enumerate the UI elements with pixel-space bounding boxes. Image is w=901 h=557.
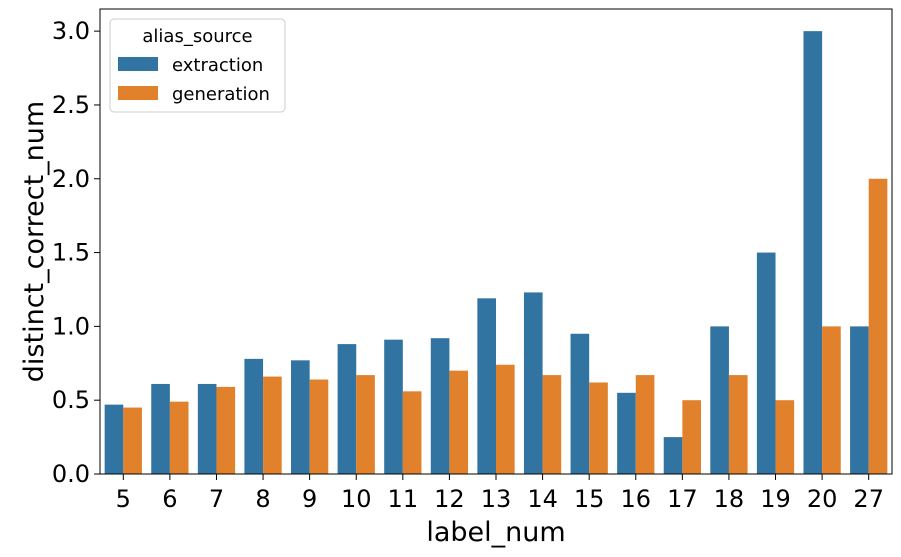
x-tick-label: 18 [714, 485, 745, 513]
x-tick-label: 19 [760, 485, 791, 513]
x-tick-label: 5 [116, 485, 131, 513]
bar-extraction-17 [663, 437, 683, 474]
legend-label-extraction: extraction [172, 55, 263, 76]
bar-generation-5 [123, 407, 142, 474]
bar-generation-10 [356, 375, 375, 474]
bar-extraction-12 [430, 338, 450, 474]
bar-extraction-10 [337, 344, 357, 474]
bar-generation-18 [728, 375, 748, 474]
legend-swatch-generation [118, 86, 158, 100]
x-tick-label: 6 [162, 485, 177, 513]
x-tick-label: 27 [853, 485, 884, 513]
y-tick-label: 2.5 [52, 91, 90, 119]
bar-extraction-14 [523, 292, 543, 474]
bar-generation-6 [169, 401, 189, 474]
bar-extraction-13 [477, 298, 496, 474]
bar-generation-27 [868, 178, 888, 474]
x-tick-label: 9 [302, 485, 317, 513]
x-tick-label: 20 [807, 485, 838, 513]
bar-generation-15 [589, 382, 608, 474]
x-tick-label: 14 [527, 485, 558, 513]
bar-extraction-27 [850, 326, 869, 474]
legend-label-generation: generation [172, 84, 270, 105]
bar-generation-17 [682, 400, 701, 474]
y-tick-label: 1.5 [52, 239, 90, 267]
bar-generation-16 [635, 375, 655, 474]
bar-generation-12 [449, 370, 469, 474]
y-tick-label: 0.0 [52, 460, 90, 488]
bar-generation-19 [775, 400, 795, 474]
bar-extraction-5 [104, 404, 124, 474]
y-tick-label: 3.0 [52, 17, 90, 45]
bar-extraction-18 [710, 326, 729, 474]
bar-generation-7 [216, 386, 236, 474]
x-axis: 5 6 7 8 9 10 11 12 13 14 15 16 17 18 19 20 27 [116, 474, 884, 513]
x-tick-label: 13 [481, 485, 512, 513]
bar-extraction-8 [244, 358, 264, 474]
x-axis-label: label_num [426, 517, 565, 548]
x-tick-label: 8 [255, 485, 270, 513]
legend-swatch-extraction [118, 57, 158, 71]
x-tick-label: 16 [620, 485, 651, 513]
bar-extraction-11 [384, 339, 403, 474]
x-tick-label: 11 [388, 485, 419, 513]
x-tick-label: 17 [667, 485, 698, 513]
bar-generation-11 [402, 391, 422, 474]
y-tick-label: 0.5 [52, 386, 90, 414]
y-tick-label: 1.0 [52, 312, 90, 340]
bar-extraction-15 [570, 333, 590, 474]
bar-generation-13 [496, 364, 515, 474]
x-tick-label: 15 [574, 485, 605, 513]
x-tick-label: 10 [341, 485, 372, 513]
legend-items: extraction generation [118, 55, 270, 105]
x-tick-label: 7 [209, 485, 224, 513]
bar-extraction-7 [197, 383, 217, 474]
bar-extraction-19 [756, 252, 776, 474]
bar-extraction-6 [151, 383, 170, 474]
y-tick-label: 2.0 [52, 165, 90, 193]
bar-extraction-16 [617, 392, 636, 474]
bar-generation-14 [542, 375, 562, 474]
x-tick-label: 12 [434, 485, 465, 513]
legend-title: alias_source [142, 26, 252, 47]
y-axis-label: distinct_correct_num [19, 101, 50, 382]
bar-extraction-9 [291, 360, 310, 474]
bar-generation-9 [309, 379, 329, 474]
y-axis: 0.0 0.5 1.0 1.5 2.0 2.5 3.0 [52, 17, 100, 488]
bar-generation-8 [263, 376, 282, 474]
bar-generation-20 [822, 326, 841, 474]
bar-extraction-20 [803, 31, 823, 475]
bars [104, 31, 888, 475]
legend: alias_source extraction generation [109, 18, 286, 113]
